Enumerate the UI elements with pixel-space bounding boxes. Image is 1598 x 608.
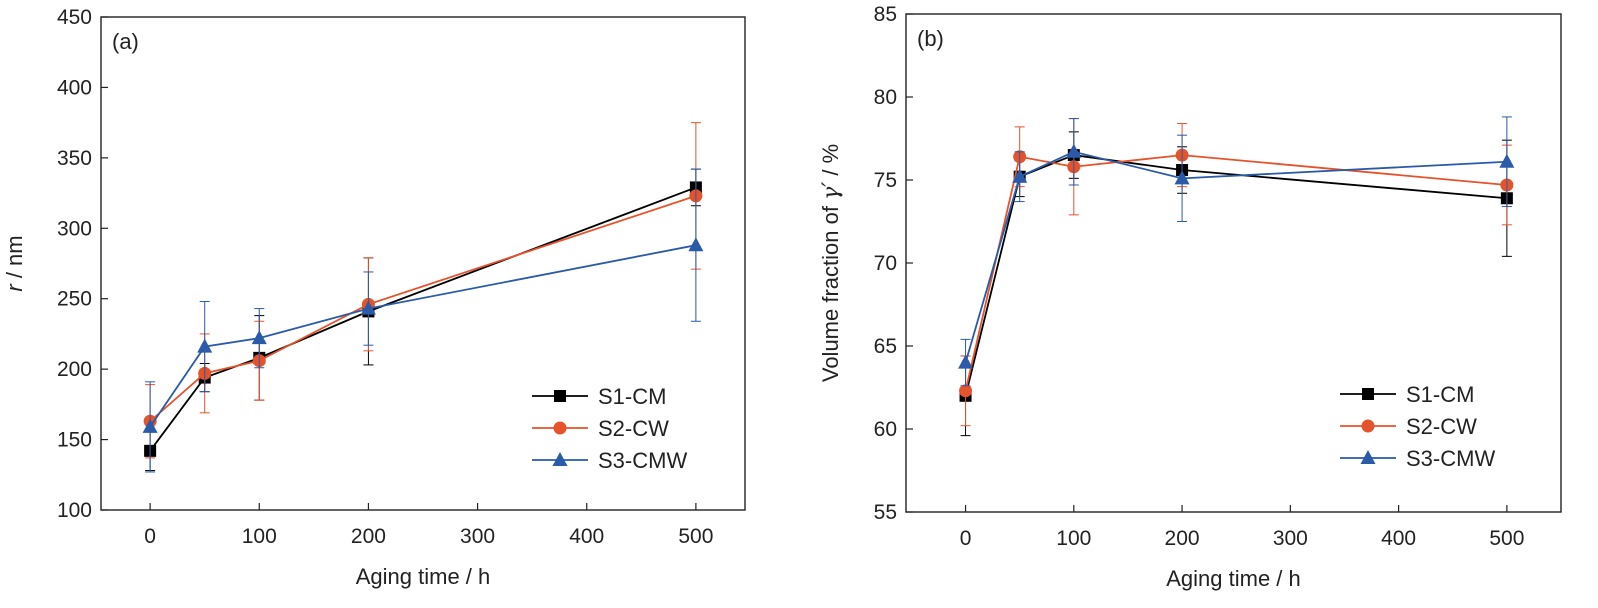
y-axis-title: Volume fraction of γ′ / %	[818, 144, 844, 382]
legend-item: S3-CMW	[1340, 446, 1495, 471]
legend-label: S1-CM	[1406, 382, 1474, 407]
y-tick-label: 400	[57, 76, 92, 99]
legend-item: S2-CW	[532, 416, 669, 441]
y-tick-label: 85	[874, 3, 897, 26]
data-point	[142, 418, 158, 433]
series-line	[964, 150, 1507, 363]
x-tick-label: 500	[678, 525, 713, 548]
legend-label: S3-CMW	[1406, 446, 1495, 471]
y-tick-label: 250	[57, 288, 92, 311]
series-s3-cmw	[142, 168, 704, 473]
y-tick-label: 55	[874, 501, 897, 524]
y-axis-title: r / nm	[2, 235, 27, 291]
x-tick-label: 0	[960, 527, 972, 550]
x-tick-label: 500	[1489, 527, 1524, 550]
y-tick-label: 150	[57, 429, 92, 452]
legend-item: S2-CW	[1340, 414, 1477, 439]
legend-label: S1-CM	[598, 384, 666, 409]
y-tick-label: 350	[57, 147, 92, 170]
legend-label: S2-CW	[598, 416, 669, 441]
legend-marker	[1362, 388, 1374, 400]
legend-item: S3-CMW	[532, 448, 687, 473]
y-axis-symbol: r	[2, 283, 27, 292]
panel-a-size-chart: 100 150 200 250 300 350 400 450 0 100 200 300 400 500…	[2, 6, 746, 589]
data-point	[197, 338, 213, 353]
x-tick-label: 100	[242, 525, 277, 548]
x-tick-label: 300	[1273, 527, 1308, 550]
x-tick-label: 200	[351, 525, 386, 548]
legend-marker	[554, 390, 566, 402]
data-point	[1012, 168, 1028, 183]
y-axis-unit: / %	[818, 144, 843, 182]
x-axis-title: Aging time / h	[1166, 566, 1301, 591]
y-tick-label: 200	[57, 358, 92, 381]
data-point	[1066, 143, 1082, 158]
panel-b-volume-fraction-chart: 55 60 65 70 75 80 85 0 100 200 300 400 500 Aging time…	[818, 3, 1562, 591]
panel-label: (a)	[112, 29, 139, 54]
x-tick-label: 0	[144, 525, 156, 548]
y-tick-label: 80	[874, 86, 897, 109]
plot-frame	[100, 16, 746, 511]
series-line	[149, 186, 697, 452]
data-point	[251, 330, 267, 345]
y-tick-label: 60	[874, 418, 897, 441]
panel-label: (b)	[917, 26, 944, 51]
y-tick-label: 65	[874, 335, 897, 358]
legend-marker	[552, 452, 568, 466]
data-point	[688, 237, 704, 252]
data-point	[1174, 170, 1190, 185]
legend-marker	[1360, 450, 1376, 464]
legend-marker	[553, 421, 567, 435]
x-tick-label: 200	[1165, 527, 1200, 550]
y-tick-label: 70	[874, 252, 897, 275]
data-point	[1499, 153, 1515, 168]
legend-label: S2-CW	[1406, 414, 1477, 439]
y-tick-label: 75	[874, 169, 897, 192]
series-line	[964, 154, 1507, 397]
x-axis-title: Aging time / h	[356, 564, 491, 589]
x-tick-label: 100	[1056, 527, 1091, 550]
y-tick-label: 100	[57, 499, 92, 522]
series-s2-cw	[959, 118, 1514, 427]
data-point	[959, 384, 973, 398]
y-tick-label: 300	[57, 217, 92, 240]
data-point	[958, 354, 974, 369]
series-s3-cmw	[958, 116, 1515, 387]
y-axis-symbol: γ′	[819, 182, 844, 200]
y-axis-unit: / nm	[2, 235, 27, 284]
x-tick-label: 400	[1381, 527, 1416, 550]
legend-label: S3-CMW	[598, 448, 687, 473]
y-axis-text: Volume fraction of	[818, 200, 843, 382]
legend-marker	[1361, 419, 1375, 433]
x-tick-label: 400	[569, 525, 604, 548]
data-point	[360, 300, 376, 315]
legend-item: S1-CM	[1340, 382, 1474, 407]
x-tick-label: 300	[460, 525, 495, 548]
legend-item: S1-CM	[532, 384, 666, 409]
y-tick-label: 450	[57, 6, 92, 29]
